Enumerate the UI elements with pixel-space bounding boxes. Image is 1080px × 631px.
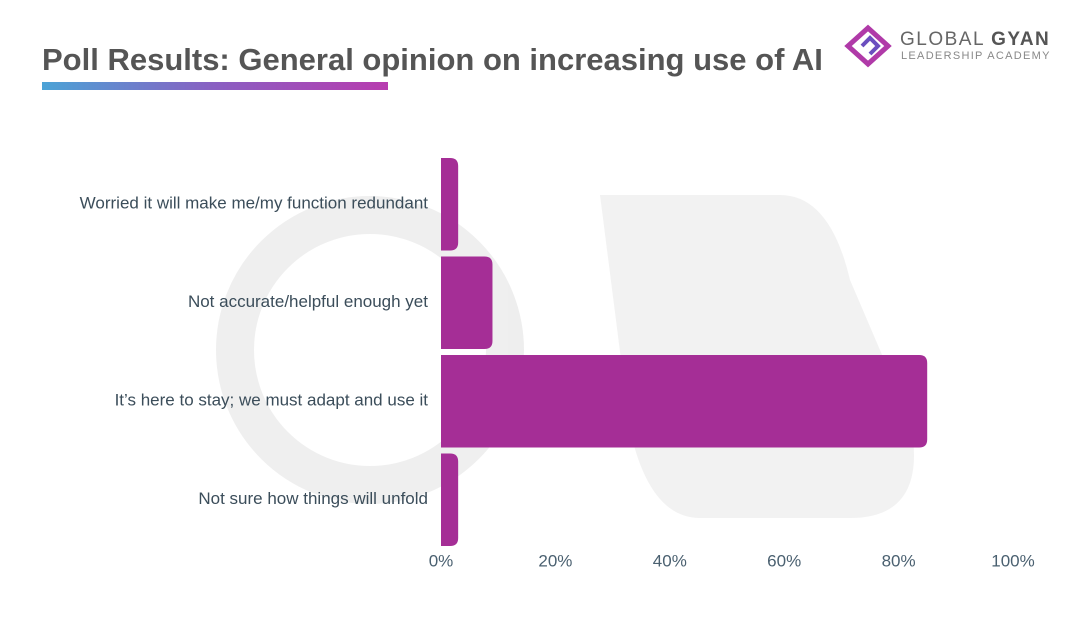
y-tick-label: Not accurate/helpful enough yet (188, 292, 428, 311)
logo-word: GYAN (991, 29, 1050, 50)
x-tick-label: 60% (767, 551, 801, 570)
x-tick-label: 20% (538, 551, 572, 570)
y-tick-label: Worried it will make me/my function redu… (80, 194, 429, 213)
bar (441, 355, 928, 448)
chart-title: Poll Results: General opinion on increas… (42, 42, 823, 77)
x-tick-label: 40% (653, 551, 687, 570)
logo-word: GLOBAL GYAN (900, 29, 1050, 50)
x-tick-label: 100% (991, 551, 1034, 570)
bar (441, 453, 459, 546)
logo-mark-inner (860, 35, 881, 56)
x-tick-label: 0% (429, 551, 454, 570)
bar (441, 256, 493, 349)
y-tick-label: Not sure how things will unfold (198, 489, 428, 508)
title-underline (42, 82, 388, 90)
y-tick-label: It’s here to stay; we must adapt and use… (115, 391, 429, 410)
x-tick-label: 80% (882, 551, 916, 570)
logo-word: GLOBAL (900, 29, 984, 50)
logo-tagline: LEADERSHIP ACADEMY (901, 50, 1051, 62)
bar (441, 158, 459, 251)
logo-mark (844, 24, 892, 68)
watermark-ring (216, 196, 524, 504)
logo: GLOBAL GYAN LEADERSHIP ACADEMY (844, 24, 1051, 68)
